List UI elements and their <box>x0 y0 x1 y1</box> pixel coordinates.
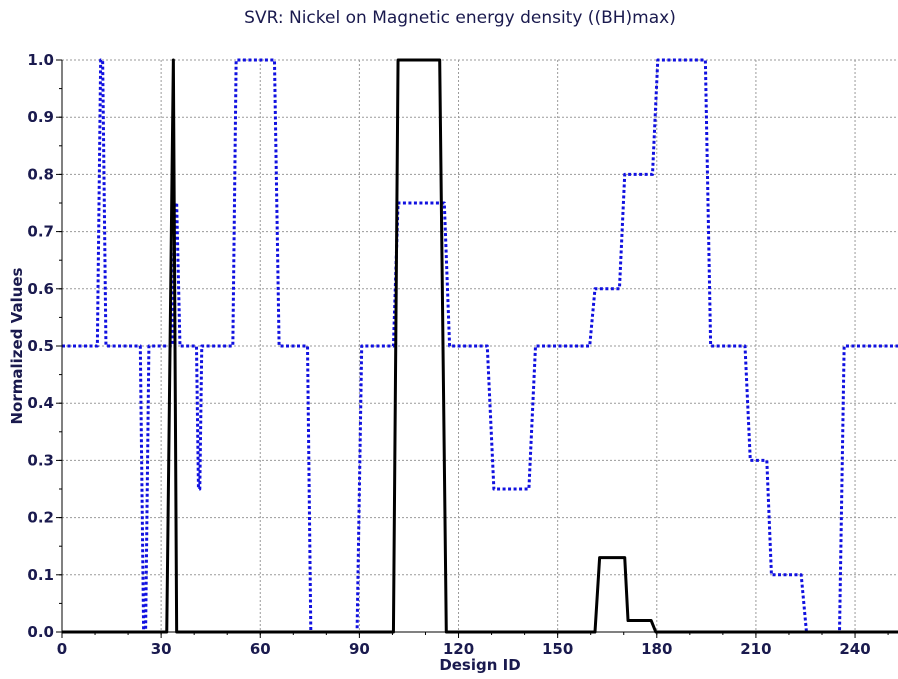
x-tick-label: 60 <box>250 640 271 658</box>
x-tick-label: 210 <box>740 640 771 658</box>
x-tick-label: 90 <box>349 640 370 658</box>
x-tick-label: 0 <box>57 640 67 658</box>
x-tick-labels: 0 30 60 90 120 150 180 210 240 <box>57 640 871 658</box>
y-tick-label: 0.9 <box>27 108 54 126</box>
tick-marks <box>56 59 889 638</box>
grid-lines <box>62 59 898 632</box>
y-tick-label: 0.3 <box>27 451 54 469</box>
y-tick-label: 0.7 <box>27 223 54 241</box>
y-tick-label: 0.2 <box>27 509 54 527</box>
x-tick-label: 180 <box>641 640 672 658</box>
y-tick-label: 0.8 <box>27 165 54 183</box>
y-tick-label: 0.6 <box>27 280 54 298</box>
series-line-dotted <box>62 58 898 634</box>
chart-title: SVR: Nickel on Magnetic energy density (… <box>244 8 676 28</box>
y-tick-label: 1.0 <box>27 51 54 69</box>
y-tick-label: 0.5 <box>27 337 54 355</box>
y-axis-title: Normalized Values <box>8 267 26 424</box>
y-tick-label: 0.1 <box>27 566 54 584</box>
x-tick-label: 240 <box>839 640 870 658</box>
y-tick-labels: 0.0 0.1 0.2 0.3 0.4 0.5 0.6 0.7 0.8 0.9 1.0 <box>27 51 54 641</box>
x-tick-label: 120 <box>443 640 474 658</box>
x-axis-title: Design ID <box>439 656 520 674</box>
x-tick-label: 30 <box>151 640 172 658</box>
y-tick-label: 0.0 <box>27 623 54 641</box>
x-tick-label: 150 <box>542 640 573 658</box>
y-tick-label: 0.4 <box>27 394 54 412</box>
